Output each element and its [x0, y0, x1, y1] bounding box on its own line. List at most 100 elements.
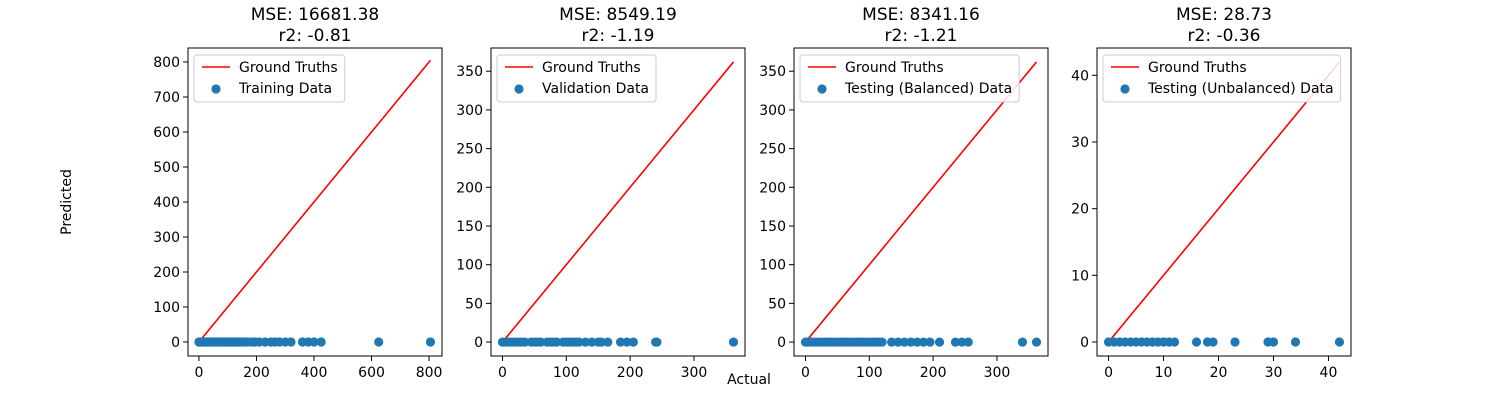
- legend: Ground Truths Testing (Balanced) Data: [799, 54, 1020, 103]
- scatter-point: [1334, 337, 1345, 347]
- y-tick-label: 250: [759, 142, 786, 158]
- legend-label-series: Testing (Balanced) Data: [844, 81, 1012, 97]
- scatter-point: [1169, 337, 1180, 347]
- x-tick-label: 0: [194, 365, 203, 381]
- scatter-point: [374, 337, 384, 347]
- y-tick-label: 40: [1071, 68, 1089, 84]
- scatter-point: [536, 337, 546, 347]
- axes-frame: [793, 47, 1049, 357]
- scatter-point: [309, 337, 319, 347]
- scatter-point: [622, 337, 632, 347]
- y-tick-label: 50: [768, 296, 786, 312]
- scatter-point: [912, 337, 922, 347]
- y-tick-label: 300: [153, 230, 180, 246]
- y-tick-label: 30: [1071, 135, 1089, 151]
- scatter-point: [1191, 337, 1202, 347]
- legend-label-ground-truths: Ground Truths: [1148, 60, 1247, 76]
- legend-frame: [193, 54, 346, 103]
- scatter-point: [887, 337, 897, 347]
- y-tick-label: 100: [456, 258, 483, 274]
- scatter-point: [877, 337, 887, 347]
- legend-frame: [496, 54, 657, 103]
- scatter-point: [1208, 337, 1218, 347]
- scatter-point: [728, 337, 739, 347]
- x-tick-label: 200: [243, 365, 270, 381]
- scatter-point: [934, 337, 945, 347]
- x-tick-label: 300: [984, 365, 1011, 381]
- scatter-point: [925, 337, 935, 347]
- x-tick-label: 20: [1210, 365, 1228, 381]
- scatter-point: [596, 337, 607, 347]
- legend-label-series: Training Data: [238, 81, 332, 97]
- scatter-point: [918, 337, 929, 347]
- subplot-title-line: r2: -1.19: [582, 26, 655, 46]
- subplot-title-line: MSE: 16681.38: [251, 5, 379, 25]
- y-tick-label: 400: [153, 195, 180, 211]
- legend-label-ground-truths: Ground Truths: [239, 60, 338, 76]
- legend-label-ground-truths: Ground Truths: [542, 60, 641, 76]
- legend-frame: [799, 54, 1020, 103]
- scatter-point: [963, 337, 973, 347]
- x-tick-label: 10: [1155, 365, 1173, 381]
- x-tick-label: 300: [681, 365, 708, 381]
- figure-xlabel: Actual: [727, 372, 771, 388]
- scatter-point: [520, 337, 530, 347]
- legend: Ground Truths Testing (Unbalanced) Data: [1102, 54, 1342, 103]
- subplot-title-line: MSE: 28.73: [1176, 5, 1272, 25]
- x-tick-label: 0: [498, 365, 507, 381]
- y-tick-label: 600: [153, 125, 180, 141]
- x-tick-label: 0: [1104, 365, 1113, 381]
- legend-label-series: Testing (Unbalanced) Data: [1147, 81, 1334, 97]
- legend-label-ground-truths: Ground Truths: [845, 60, 944, 76]
- y-tick-label: 150: [759, 219, 786, 235]
- x-tick-label: 200: [617, 365, 644, 381]
- y-tick-label: 300: [759, 103, 786, 119]
- scatter-point: [1268, 337, 1279, 347]
- subplot-title-line: r2: -1.21: [885, 26, 958, 46]
- legend-marker-swatch: [817, 84, 827, 94]
- y-tick-label: 0: [474, 335, 483, 351]
- legend-marker-swatch: [211, 84, 221, 94]
- scatter-point: [587, 337, 597, 347]
- x-tick-label: 200: [920, 365, 947, 381]
- y-tick-label: 500: [153, 160, 180, 176]
- y-tick-label: 350: [759, 64, 786, 80]
- y-tick-label: 150: [456, 219, 483, 235]
- x-tick-label: 40: [1320, 365, 1338, 381]
- x-tick-label: 0: [801, 365, 810, 381]
- y-tick-label: 200: [153, 265, 180, 281]
- subplot-title-line: r2: -0.36: [1188, 26, 1261, 46]
- legend-marker-swatch: [1120, 84, 1130, 94]
- axes-frame: [490, 47, 746, 357]
- x-tick-label: 100: [856, 365, 883, 381]
- scatter-point: [286, 337, 296, 347]
- y-tick-label: 200: [456, 180, 483, 196]
- legend-label-series: Validation Data: [542, 81, 649, 97]
- y-tick-label: 800: [153, 55, 180, 71]
- scatter-point: [957, 337, 967, 347]
- scatter-point: [950, 337, 961, 347]
- y-tick-label: 100: [153, 300, 180, 316]
- y-tick-label: 0: [171, 335, 180, 351]
- scatter-point: [316, 337, 326, 347]
- scatter-point: [628, 337, 638, 347]
- y-tick-label: 200: [759, 180, 786, 196]
- scatter-point: [893, 337, 903, 347]
- scatter-point: [552, 337, 562, 347]
- y-tick-label: 350: [456, 64, 483, 80]
- scatter-point: [652, 337, 662, 347]
- ground-truth-line: [804, 61, 1038, 343]
- y-tick-label: 0: [777, 335, 786, 351]
- legend-frame: [1102, 54, 1342, 103]
- y-tick-label: 50: [465, 296, 483, 312]
- y-tick-label: 0: [1080, 335, 1089, 351]
- figure-ylabel: Predicted: [59, 169, 75, 235]
- x-tick-label: 600: [358, 365, 385, 381]
- y-tick-label: 700: [153, 90, 180, 106]
- ground-truth-line: [1107, 61, 1341, 343]
- axes-frame: [1096, 47, 1352, 357]
